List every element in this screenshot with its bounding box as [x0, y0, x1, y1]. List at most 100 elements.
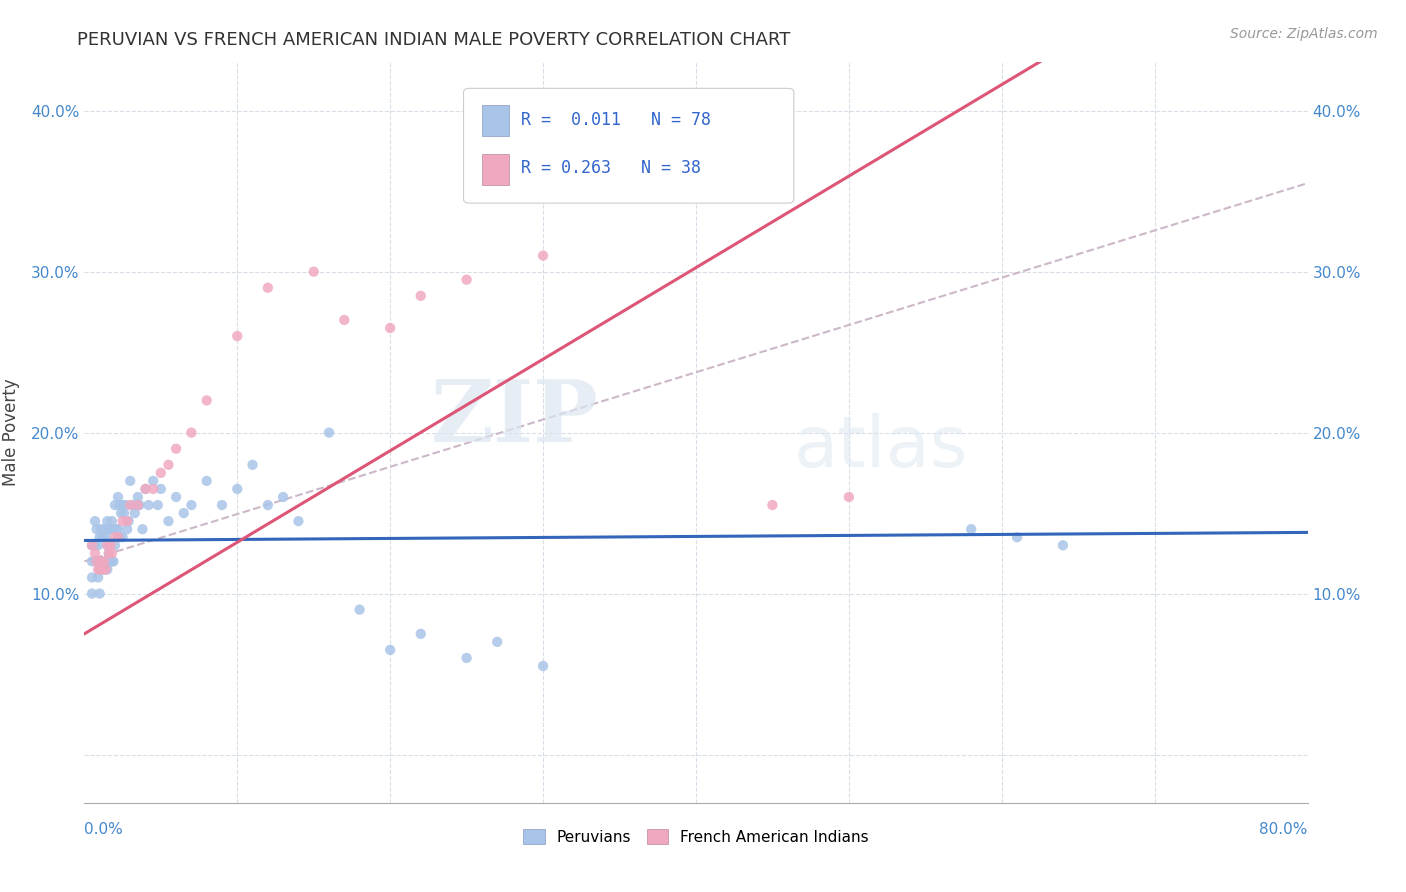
Point	[101, 554, 124, 568]
Point	[96, 562, 118, 576]
Point	[127, 490, 149, 504]
Point	[142, 482, 165, 496]
Point	[486, 635, 509, 649]
Point	[80, 538, 103, 552]
Point	[165, 490, 187, 504]
Point	[108, 498, 131, 512]
FancyBboxPatch shape	[482, 153, 509, 185]
Point	[149, 466, 172, 480]
Point	[380, 643, 402, 657]
Point	[101, 514, 124, 528]
Point	[195, 474, 218, 488]
Point	[127, 498, 149, 512]
Point	[838, 490, 860, 504]
Point	[531, 249, 554, 263]
Point	[96, 538, 118, 552]
Point	[118, 514, 141, 528]
Point	[97, 546, 120, 560]
Point	[104, 530, 127, 544]
Point	[173, 506, 195, 520]
Point	[84, 514, 107, 528]
Point	[180, 425, 202, 440]
Point	[94, 562, 117, 576]
Point	[302, 265, 325, 279]
Point	[1052, 538, 1074, 552]
Point	[157, 514, 180, 528]
Point	[91, 562, 114, 576]
Point	[271, 490, 294, 504]
Point	[180, 498, 202, 512]
Point	[96, 538, 118, 552]
Point	[122, 498, 145, 512]
Point	[226, 482, 249, 496]
Point	[98, 554, 121, 568]
Point	[90, 562, 112, 576]
Point	[98, 522, 121, 536]
Text: PERUVIAN VS FRENCH AMERICAN INDIAN MALE POVERTY CORRELATION CHART: PERUVIAN VS FRENCH AMERICAN INDIAN MALE …	[77, 31, 790, 49]
Point	[138, 498, 160, 512]
Point	[257, 281, 280, 295]
Text: R = 0.263   N = 38: R = 0.263 N = 38	[522, 160, 702, 178]
Point	[97, 522, 120, 536]
Point	[195, 393, 218, 408]
Point	[318, 425, 340, 440]
Point	[86, 554, 108, 568]
Point	[1005, 530, 1028, 544]
Point	[115, 514, 138, 528]
Point	[87, 538, 110, 552]
Point	[135, 482, 157, 496]
Text: R =  0.011   N = 78: R = 0.011 N = 78	[522, 112, 711, 129]
Point	[456, 651, 478, 665]
Point	[104, 538, 127, 552]
Point	[93, 522, 115, 536]
Point	[380, 321, 402, 335]
Point	[105, 522, 128, 536]
Point	[84, 546, 107, 560]
Point	[89, 530, 111, 544]
Point	[135, 482, 157, 496]
Y-axis label: Male Poverty: Male Poverty	[1, 379, 20, 486]
Legend: Peruvians, French American Indians: Peruvians, French American Indians	[517, 823, 875, 851]
Point	[131, 522, 153, 536]
Text: 0.0%: 0.0%	[84, 822, 124, 837]
Point	[89, 586, 111, 600]
Point	[165, 442, 187, 456]
Point	[91, 562, 114, 576]
Point	[114, 498, 136, 512]
Point	[120, 474, 142, 488]
Point	[93, 554, 115, 568]
Point	[111, 498, 134, 512]
Point	[112, 506, 135, 520]
Point	[960, 522, 983, 536]
Text: Source: ZipAtlas.com: Source: ZipAtlas.com	[1230, 27, 1378, 41]
Point	[91, 530, 114, 544]
Text: atlas: atlas	[794, 413, 969, 482]
Point	[80, 538, 103, 552]
Point	[124, 506, 146, 520]
Point	[104, 498, 127, 512]
Point	[80, 554, 103, 568]
Point	[90, 554, 112, 568]
Point	[103, 522, 125, 536]
Point	[333, 313, 356, 327]
Point	[103, 554, 125, 568]
Point	[86, 522, 108, 536]
FancyBboxPatch shape	[482, 105, 509, 136]
Point	[111, 530, 134, 544]
Point	[86, 554, 108, 568]
Point	[101, 546, 124, 560]
Point	[107, 490, 129, 504]
Point	[108, 530, 131, 544]
Point	[211, 498, 233, 512]
Point	[257, 498, 280, 512]
Text: ZIP: ZIP	[430, 376, 598, 459]
Point	[409, 289, 432, 303]
Point	[128, 498, 150, 512]
Point	[242, 458, 264, 472]
Point	[107, 530, 129, 544]
Point	[80, 586, 103, 600]
Point	[87, 570, 110, 584]
Point	[89, 554, 111, 568]
Text: 80.0%: 80.0%	[1260, 822, 1308, 837]
Point	[349, 602, 371, 616]
